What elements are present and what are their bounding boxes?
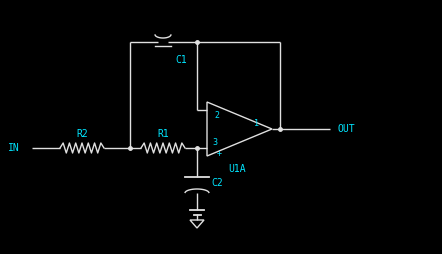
Text: 2: 2: [214, 111, 219, 120]
Text: OUT: OUT: [338, 124, 356, 134]
Text: 1: 1: [254, 119, 259, 128]
Text: R1: R1: [157, 129, 169, 139]
Text: C2: C2: [211, 178, 223, 188]
Text: R2: R2: [76, 129, 88, 139]
Text: IN: IN: [8, 143, 20, 153]
Text: +: +: [217, 149, 222, 158]
Text: U1A: U1A: [228, 164, 246, 174]
Text: 3: 3: [212, 138, 217, 147]
Text: C1: C1: [175, 55, 187, 65]
